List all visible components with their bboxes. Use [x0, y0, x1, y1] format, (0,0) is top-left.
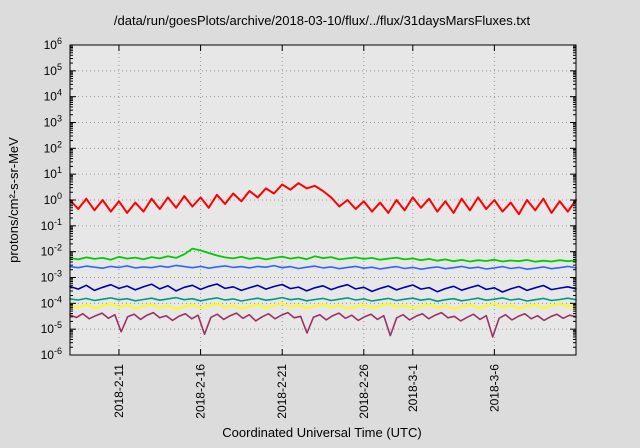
series-navy: [69, 283, 577, 293]
y-tick-label: 104: [44, 88, 62, 104]
y-tick-label: 103: [44, 114, 62, 130]
x-tick-label: 2018-2-26: [357, 364, 371, 419]
y-tick-label: 10-5: [41, 320, 62, 336]
chart-title: /data/run/goesPlots/archive/2018-03-10/f…: [114, 13, 531, 28]
y-tick-label: 10-3: [41, 269, 62, 285]
y-axis-label: protons/cm²-s-sr-MeV: [6, 137, 21, 263]
series-purple: [69, 311, 577, 338]
series-light-blue: [69, 264, 577, 271]
y-tick-label: 10-1: [41, 217, 62, 233]
y-tick-label: 100: [44, 191, 62, 207]
x-tick-label: 2018-2-11: [112, 364, 126, 418]
y-tick-label: 10-2: [41, 243, 62, 259]
y-tick-label: 10-4: [41, 294, 62, 310]
x-tick-label: 2018-3-1: [406, 364, 420, 412]
series-red: [69, 182, 577, 216]
plot-area: 106 105 104 103 102 101 100 10-1 10-2 10-3 10-4 10-…: [41, 36, 577, 419]
series-teal: [69, 296, 577, 303]
x-tick-label: 2018-2-16: [194, 364, 208, 419]
x-tick-label: 2018-3-6: [487, 364, 501, 412]
y-tick-label: 10-6: [41, 346, 62, 362]
x-tick-label: 2018-2-21: [275, 364, 289, 419]
y-tick-label: 105: [44, 62, 62, 78]
x-axis-label: Coordinated Universal Time (UTC): [222, 425, 421, 440]
series-green: [69, 247, 577, 263]
y-tick-label: 106: [44, 36, 62, 52]
y-tick-label: 102: [44, 139, 62, 155]
y-tick-label: 101: [44, 165, 62, 181]
series-yellow: [69, 302, 577, 310]
